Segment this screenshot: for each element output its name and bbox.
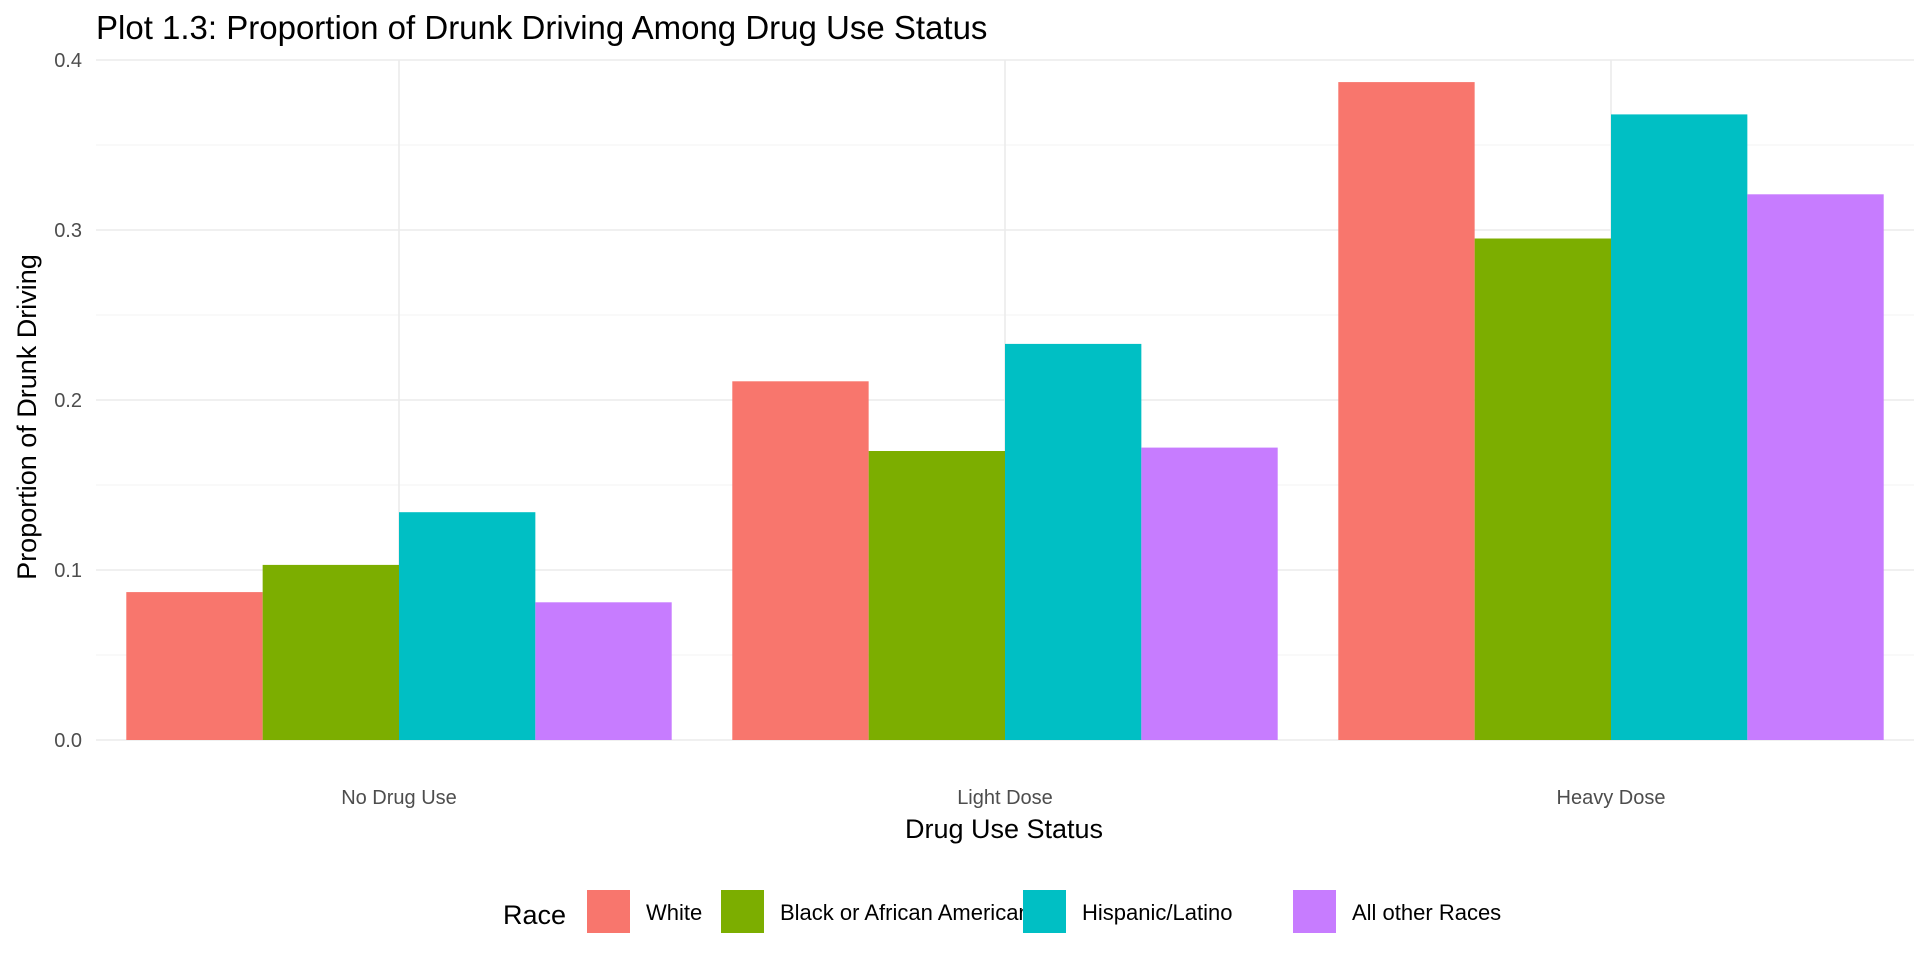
bar-white-light-dose <box>732 381 869 740</box>
y-tick-label: 0.3 <box>54 220 82 242</box>
bar-hispanic-latino-heavy-dose <box>1611 114 1748 740</box>
y-tick-label: 0.2 <box>54 390 82 412</box>
bar-hispanic-latino-light-dose <box>1005 343 1142 740</box>
bar-white-no-drug-use <box>126 592 263 740</box>
x-axis-title: Drug Use Status <box>905 814 1103 844</box>
bar-black-or-african-american-light-dose <box>868 451 1005 740</box>
legend-label-hispanic-latino: Hispanic/Latino <box>1082 900 1232 925</box>
legend-title: Race <box>503 900 566 930</box>
legend-label-black-or-african-american: Black or African American <box>780 900 1031 925</box>
x-tick-label: Heavy Dose <box>1557 787 1666 809</box>
legend: Race White Black or African American Hispa… <box>503 890 1501 933</box>
legend-label-all-other-races: All other Races <box>1352 900 1501 925</box>
legend-key-all-other-races <box>1293 890 1336 933</box>
bar-all-other-races-no-drug-use <box>535 602 672 740</box>
legend-label-white: White <box>646 900 702 925</box>
x-tick-label: Light Dose <box>957 787 1053 809</box>
legend-key-white <box>587 890 630 933</box>
bar-all-other-races-heavy-dose <box>1747 194 1884 741</box>
bars <box>126 82 1884 741</box>
x-tick-label: No Drug Use <box>341 787 457 809</box>
bar-white-heavy-dose <box>1338 82 1475 741</box>
legend-key-black-or-african-american <box>721 890 764 933</box>
x-axis-tick-labels: No Drug Use Light Dose Heavy Dose <box>341 787 1665 809</box>
bar-black-or-african-american-no-drug-use <box>262 564 399 740</box>
y-tick-label: 0.0 <box>54 730 82 752</box>
chart-title: Plot 1.3: Proportion of Drunk Driving Am… <box>96 9 987 46</box>
y-axis-tick-labels: 0.0 0.1 0.2 0.3 0.4 <box>54 50 82 752</box>
bar-all-other-races-light-dose <box>1141 447 1278 740</box>
legend-key-hispanic-latino <box>1023 890 1066 933</box>
bar-hispanic-latino-no-drug-use <box>399 512 536 740</box>
bar-black-or-african-american-heavy-dose <box>1474 238 1611 740</box>
y-tick-label: 0.1 <box>54 560 82 582</box>
y-axis-title: Proportion of Drunk Driving <box>12 254 42 580</box>
y-tick-label: 0.4 <box>54 50 82 72</box>
